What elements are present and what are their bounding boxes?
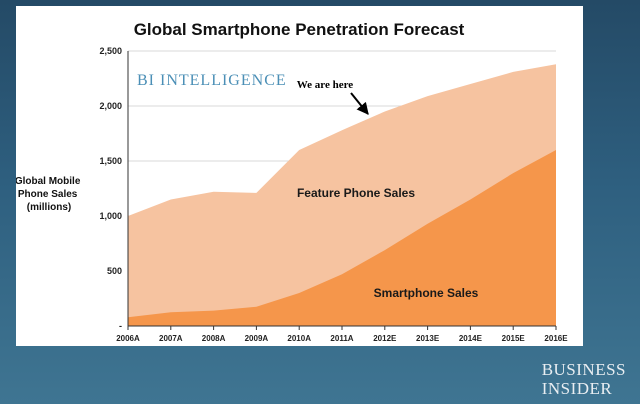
y-tick-label: 500 [107, 266, 122, 276]
brand-line-1: BUSINESS [541, 360, 626, 379]
smartphone-series-label: Smartphone Sales [374, 286, 479, 300]
x-tick-label: 2012E [373, 334, 397, 343]
business-insider-logo: BUSINESS INSIDER [542, 360, 626, 398]
x-tick-label: 2006A [116, 334, 140, 343]
x-tick-label: 2009A [245, 334, 269, 343]
y-tick-label: 1,500 [99, 156, 122, 166]
watermark-label: BI INTELLIGENCE [137, 72, 287, 89]
y-tick-label: 2,500 [99, 46, 122, 56]
x-tick-label: 2010A [287, 334, 311, 343]
chart: Global Smartphone Penetration Forecast -… [16, 20, 568, 343]
x-tick-label: 2013E [416, 334, 440, 343]
y-tick-label: 2,000 [99, 101, 122, 111]
x-tick-label: 2007A [159, 334, 183, 343]
x-tick-label: 2015E [502, 334, 526, 343]
y-axis-label: Global Mobile Phone Sales (millions) [16, 176, 83, 213]
x-tick-label: 2011A [330, 334, 353, 343]
chart-title: Global Smartphone Penetration Forecast [134, 20, 465, 39]
y-tick-label: - [119, 321, 122, 331]
annotation-we-are-here: We are here [297, 79, 354, 91]
y-tick-label: 1,000 [99, 211, 122, 221]
smartphone-area [128, 150, 556, 326]
feature-phone-series-label: Feature Phone Sales [297, 186, 415, 200]
chart-slide: Global Smartphone Penetration Forecast -… [16, 6, 583, 346]
x-tick-label: 2008A [202, 334, 226, 343]
x-tick-label: 2016E [544, 334, 568, 343]
annotation-arrow [350, 92, 369, 115]
x-tick-label: 2014E [459, 334, 483, 343]
brand-line-2: INSIDER [541, 379, 613, 398]
